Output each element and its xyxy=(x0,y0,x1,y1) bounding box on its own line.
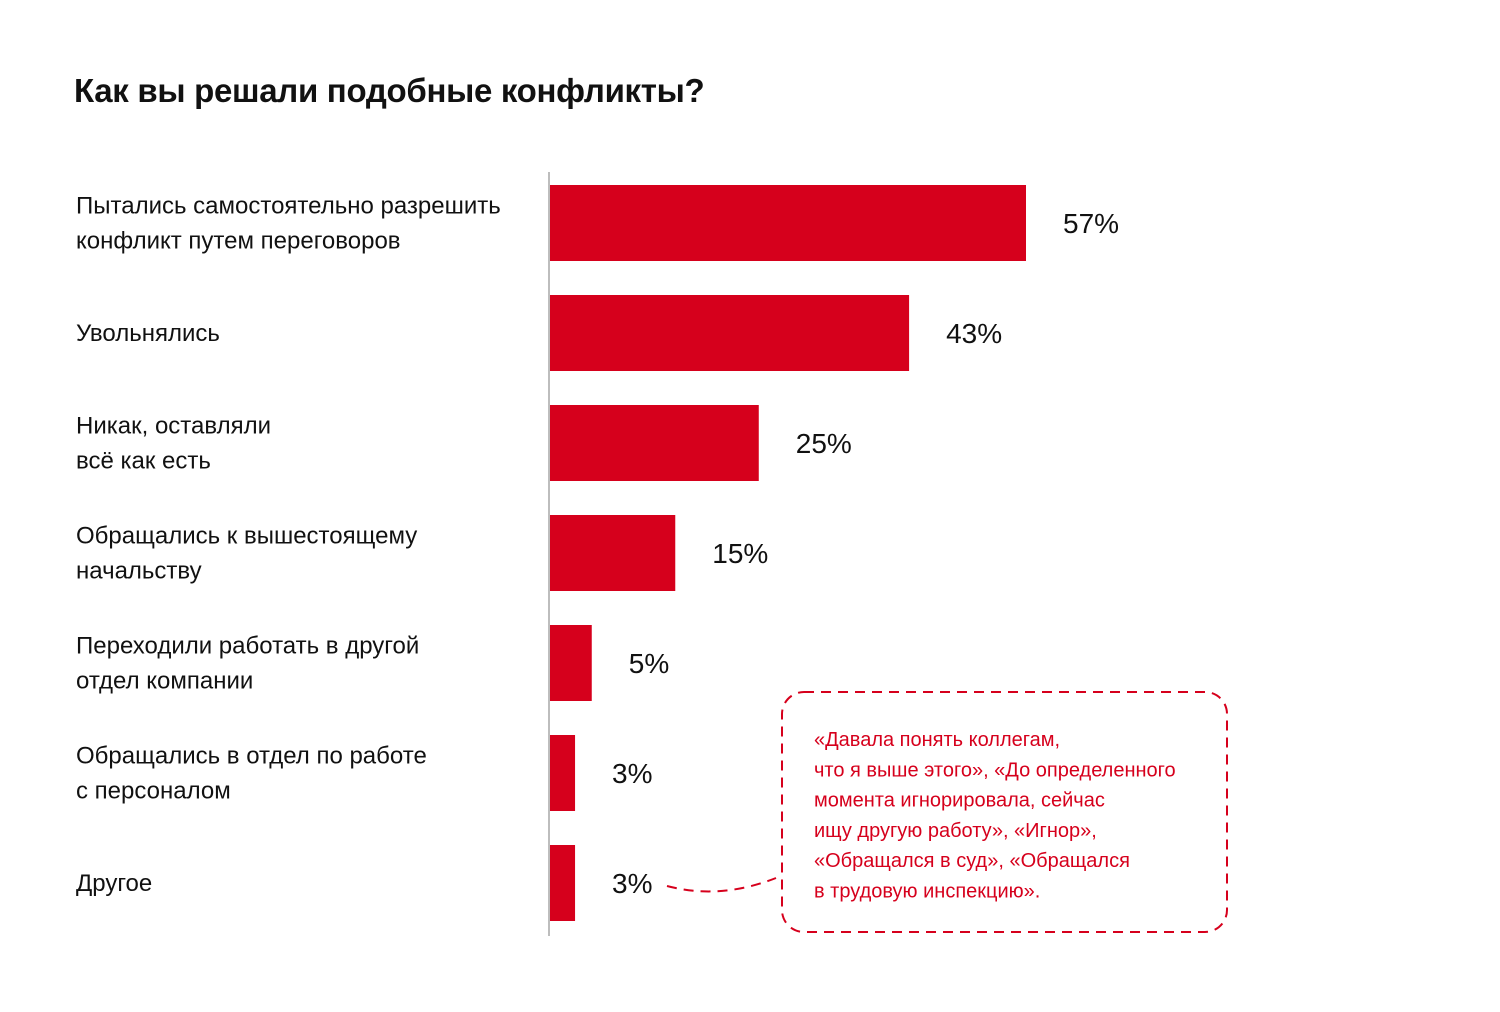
category-label: Никак, оставляли всё как есть xyxy=(76,413,271,475)
annotation-line: ищу другую работу», «Игнор», xyxy=(814,820,1097,842)
category-label-line: начальству xyxy=(76,558,202,585)
category-label-line: Никак, оставляли xyxy=(76,413,271,440)
annotation-connector xyxy=(666,877,777,893)
bar xyxy=(550,185,1026,261)
category-label: Переходили работать в другой отдел компан… xyxy=(76,633,419,695)
annotation-text: «Давала понять коллегам, что я выше этого… xyxy=(814,729,1176,903)
annotation-box xyxy=(781,691,1228,933)
value-label: 3% xyxy=(612,758,652,789)
category-label-line: конфликт путем переговоров xyxy=(76,228,401,255)
annotation-line: что я выше этого», «До определенного xyxy=(814,759,1176,781)
category-label-line: отдел компании xyxy=(76,668,253,695)
bar xyxy=(550,515,676,591)
category-label-line: Другое xyxy=(76,870,152,897)
chart-title: Как вы решали подобные конфликты? xyxy=(74,72,705,109)
value-label: 5% xyxy=(629,648,669,679)
value-label: 43% xyxy=(946,318,1002,349)
category-label-line: Переходили работать в другой xyxy=(76,633,419,660)
category-label-line: Обращались к вышестоящему xyxy=(76,523,417,550)
bar xyxy=(550,405,759,481)
category-label-line: Пытались самостоятельно разрешить xyxy=(76,193,501,220)
value-label: 15% xyxy=(712,538,768,569)
category-label-line: с персоналом xyxy=(76,778,231,805)
value-label: 25% xyxy=(796,428,852,459)
annotation-line: в трудовую инспекцию». xyxy=(814,881,1040,903)
category-label: Пытались самостоятельно разрешить конфлик… xyxy=(76,193,501,255)
bar xyxy=(550,625,592,701)
category-label: Обращались к вышестоящему начальству xyxy=(76,523,417,585)
value-label: 57% xyxy=(1063,208,1119,239)
annotation-line: «Обращался в суд», «Обращался xyxy=(814,850,1130,872)
category-label: Другое xyxy=(76,870,152,897)
bar xyxy=(550,845,576,921)
annotation-line: «Давала понять коллегам, xyxy=(814,729,1060,751)
bar xyxy=(550,735,576,811)
category-label-line: Обращались в отдел по работе xyxy=(76,743,427,770)
annotation-line: момента игнорировала, сейчас xyxy=(814,790,1105,812)
category-label: Увольнялись xyxy=(76,320,220,347)
category-label-line: всё как есть xyxy=(76,448,211,475)
category-label: Обращались в отдел по работе с персоналом xyxy=(76,743,427,805)
category-label-line: Увольнялись xyxy=(76,320,220,347)
bar xyxy=(550,295,910,371)
value-label: 3% xyxy=(612,868,652,899)
